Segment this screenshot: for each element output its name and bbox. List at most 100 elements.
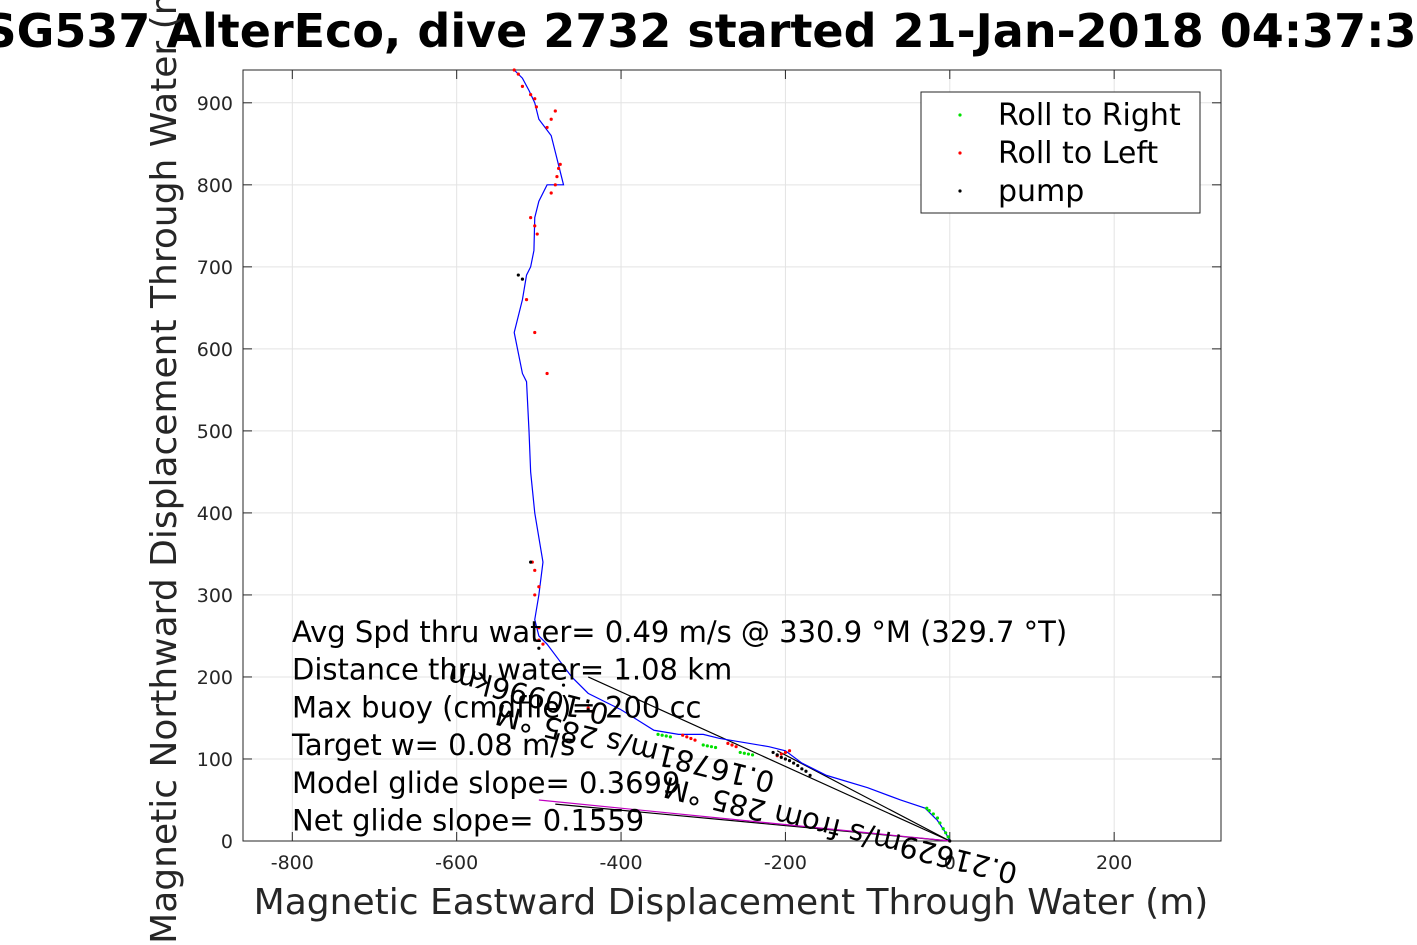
y-tick-label: 800 xyxy=(197,175,233,197)
chart-title: SG537 AlterEco, dive 2732 started 21-Jan… xyxy=(0,4,1417,58)
x-tick-label: 0 xyxy=(944,852,956,874)
roll-right-marker xyxy=(664,734,668,738)
legend: Roll to Right Roll to Left pump xyxy=(920,91,1201,214)
legend-label-pump: pump xyxy=(998,174,1084,209)
roll-right-marker xyxy=(660,733,664,737)
roll-left-marker xyxy=(553,109,557,113)
pump-marker xyxy=(520,277,525,281)
y-tick-label: 0 xyxy=(221,831,233,853)
pump-marker xyxy=(787,759,792,763)
pump-marker xyxy=(808,773,812,777)
roll-left-marker xyxy=(558,162,562,166)
x-axis: -800 -600 -400 -200 0 200 xyxy=(271,70,1132,874)
roll-left-marker xyxy=(689,736,693,741)
roll-left-marker xyxy=(533,330,537,335)
roll-left-marker xyxy=(529,216,533,220)
x-tick-label: -200 xyxy=(764,852,807,874)
y-tick-label: 600 xyxy=(197,339,233,361)
x-axis-label: Magnetic Eastward Displacement Through W… xyxy=(254,882,1209,923)
roll-right-marker xyxy=(935,816,940,820)
annotations: Avg Spd thru water= 0.49 m/s @ 330.9 °M … xyxy=(291,615,1067,838)
roll-right-marker xyxy=(750,753,755,757)
pump-marker xyxy=(561,683,566,687)
pump-marker xyxy=(948,839,952,843)
annotation-text: Model glide slope= 0.3699 xyxy=(292,766,680,800)
roll-left-marker xyxy=(549,117,553,121)
roll-left-marker xyxy=(590,709,594,714)
roll-left-marker xyxy=(529,93,533,97)
roll-left-marker xyxy=(537,626,541,630)
plot-area-frame xyxy=(242,69,1222,842)
annotation-text: Max buoy (cmdfile)= 200 cc xyxy=(292,690,701,724)
roll-left-marker xyxy=(545,125,549,130)
y-axis: 0 100 200 300 400 500 600 700 800 900 xyxy=(197,93,1221,853)
roll-left-marker xyxy=(556,166,561,171)
markers xyxy=(512,68,952,843)
y-tick-label: 100 xyxy=(197,749,233,771)
roll-right-marker xyxy=(742,751,746,755)
roll-right-marker xyxy=(931,812,935,816)
track xyxy=(513,69,951,842)
y-tick-label: 300 xyxy=(197,585,233,607)
pump-marker xyxy=(796,763,800,768)
pump-marker xyxy=(800,767,804,771)
roll-right-marker xyxy=(927,809,931,813)
pump-marker xyxy=(586,708,590,712)
roll-right-marker xyxy=(705,744,709,748)
roll-left-marker xyxy=(783,750,788,755)
roll-left-marker xyxy=(516,72,520,76)
annotation-text: Target w= 0.08 m/s xyxy=(291,728,575,762)
roll-left-marker xyxy=(693,738,697,742)
pump-marker xyxy=(537,646,541,650)
roll-right-marker xyxy=(713,745,718,750)
roll-left-marker xyxy=(533,97,537,101)
pump-marker xyxy=(529,560,533,564)
roll-left-marker xyxy=(726,741,730,745)
y-axis-label: Magnetic Northward Displacement Through … xyxy=(144,0,185,944)
roll-right-marker xyxy=(746,752,751,756)
y-tick-label: 900 xyxy=(197,93,233,115)
annotation-text: Net glide slope= 0.1559 xyxy=(292,804,644,838)
x-tick-label: -400 xyxy=(599,852,642,874)
roll-left-marker xyxy=(512,68,516,72)
roll-left-marker xyxy=(685,735,689,739)
roll-right-marker xyxy=(946,835,950,839)
roll-left-marker xyxy=(520,84,525,89)
pump-marker xyxy=(533,638,537,642)
pump-marker xyxy=(775,753,779,757)
pump-marker xyxy=(783,757,788,761)
roll-right-marker xyxy=(941,827,945,831)
legend-box xyxy=(920,91,1201,214)
roll-left-marker xyxy=(524,298,529,302)
x-tick-label: -600 xyxy=(435,852,478,874)
roll-right-marker xyxy=(656,732,660,736)
legend-marker-roll-right xyxy=(958,113,962,117)
rotated-label: 0.21629m/s from 285 °M xyxy=(660,770,1021,891)
roll-left-marker xyxy=(533,224,537,228)
roll-left-marker xyxy=(779,752,783,756)
legend-marker-pump xyxy=(958,189,962,193)
roll-left-marker xyxy=(533,593,537,597)
annotation-text: Distance thru water= 1.08 km xyxy=(292,653,732,687)
roll-right-marker xyxy=(709,745,714,749)
roll-right-marker xyxy=(701,743,705,747)
roll-left-marker xyxy=(545,371,549,376)
pump-marker xyxy=(792,761,796,765)
roll-left-marker xyxy=(734,745,738,749)
roll-left-marker xyxy=(549,191,553,195)
roll-right-marker xyxy=(668,735,672,739)
fit-line xyxy=(587,676,951,842)
pump-marker xyxy=(779,755,783,759)
pump-marker xyxy=(516,273,520,277)
y-tick-label: 500 xyxy=(197,421,233,443)
roll-left-marker xyxy=(730,743,734,747)
roll-left-marker xyxy=(681,733,685,737)
y-tick-label: 400 xyxy=(197,503,233,525)
y-tick-label: 200 xyxy=(197,667,233,689)
roll-left-marker xyxy=(553,183,557,187)
x-tick-label: 200 xyxy=(1096,852,1132,874)
y-tick-label: 700 xyxy=(197,257,233,279)
roll-left-marker xyxy=(787,749,792,753)
fit-lines xyxy=(538,676,951,842)
